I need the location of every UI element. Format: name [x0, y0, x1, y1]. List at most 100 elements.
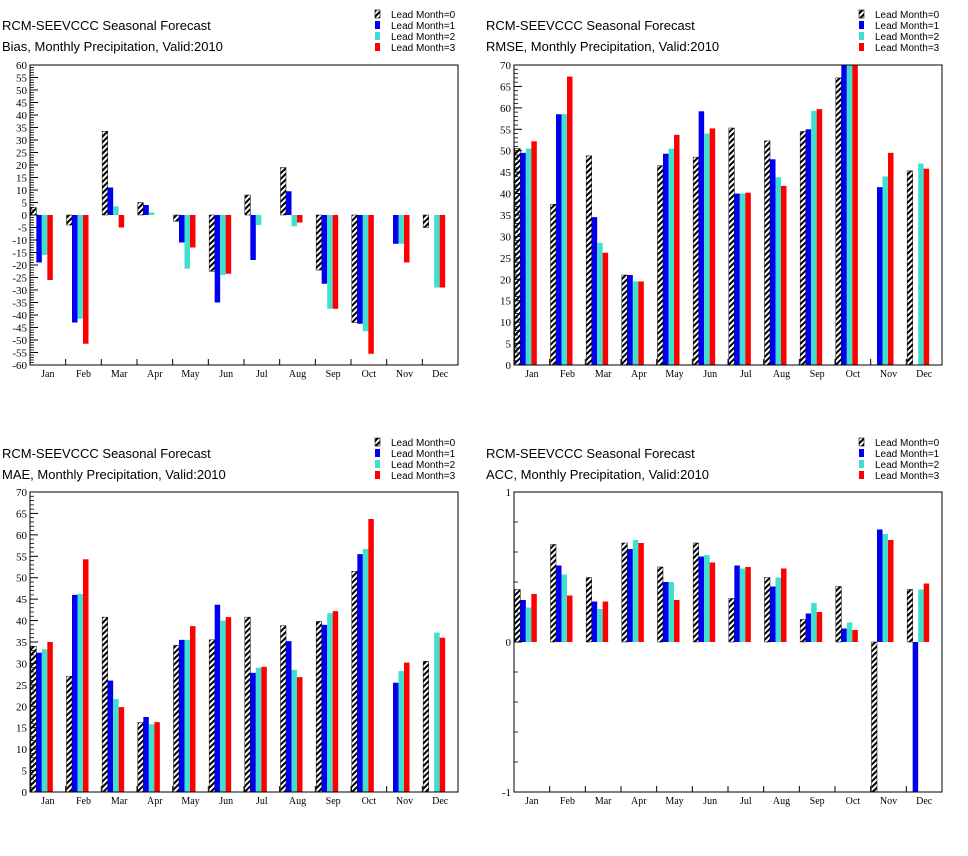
- legend-swatch-lead-1: [375, 21, 380, 29]
- bar-apr-lead-3: [638, 281, 644, 365]
- y-tick-label: -20: [12, 260, 27, 272]
- x-tick-label-apr: Apr: [631, 369, 647, 380]
- x-tick-label-feb: Feb: [76, 369, 91, 380]
- bar-sep-lead-1: [321, 624, 328, 792]
- bar-sep-lead-3: [816, 109, 823, 366]
- x-tick-label-apr: Apr: [631, 796, 647, 807]
- y-tick-label: 20: [16, 701, 28, 713]
- bar-oct-lead-0: [835, 77, 842, 366]
- x-tick-label-oct: Oct: [846, 369, 861, 380]
- x-tick-label-nov: Nov: [880, 369, 897, 380]
- x-tick-label-aug: Aug: [773, 369, 790, 380]
- y-tick-label: -40: [12, 310, 27, 322]
- bar-jul-lead-1: [250, 215, 256, 260]
- bar-jul-lead-1: [734, 193, 740, 365]
- bar-oct-lead-0: [351, 214, 358, 323]
- y-tick-label: 50: [16, 573, 28, 585]
- x-tick-label-may: May: [665, 369, 683, 380]
- y-tick-label: 35: [16, 637, 28, 649]
- bar-aug-lead-0: [764, 140, 771, 366]
- bar-apr-lead-0: [621, 542, 628, 643]
- x-tick-label-jan: Jan: [525, 369, 538, 380]
- bar-mar-lead-2: [597, 242, 603, 365]
- bar-jul-lead-2: [255, 215, 262, 225]
- bar-dec-lead-3: [439, 215, 446, 288]
- legend-label-lead-3: Lead Month=3: [875, 471, 940, 482]
- bars: [30, 519, 446, 793]
- bar-apr-lead-3: [154, 722, 160, 792]
- x-tick-label-jan: Jan: [41, 369, 54, 380]
- y-tick-label: 70: [16, 487, 28, 499]
- bar-sep-lead-0: [799, 619, 806, 643]
- bar-apr-lead-2: [148, 724, 155, 792]
- bar-may-lead-0: [173, 645, 180, 793]
- bar-aug-lead-2: [291, 215, 297, 227]
- x-tick-label-mar: Mar: [111, 796, 128, 807]
- bar-mar-lead-1: [107, 187, 114, 215]
- bar-jun-lead-0: [692, 156, 699, 366]
- y-tick-label: 10: [16, 744, 28, 756]
- bar-jan-lead-3: [531, 141, 537, 365]
- x-tick-label-sep: Sep: [326, 796, 341, 807]
- bar-jul-lead-0: [244, 616, 251, 793]
- y-tick-label: -15: [12, 248, 27, 260]
- y-tick-label: -55: [12, 348, 27, 360]
- bar-feb-lead-1: [72, 594, 78, 792]
- x-tick-label-dec: Dec: [432, 369, 449, 380]
- bar-mar-lead-1: [591, 217, 598, 365]
- bar-dec-lead-1: [912, 642, 919, 792]
- bar-jun-lead-1: [698, 111, 705, 366]
- bar-apr-lead-0: [137, 202, 144, 216]
- y-tick-label: -10: [12, 235, 27, 247]
- bar-feb-lead-3: [567, 595, 573, 642]
- bar-oct-lead-3: [852, 630, 858, 642]
- y-tick-label: 65: [500, 81, 512, 93]
- x-tick-label-may: May: [665, 796, 683, 807]
- y-tick-label: 0: [506, 360, 512, 372]
- y-tick-label: -35: [12, 298, 27, 310]
- x-tick-label-oct: Oct: [362, 369, 377, 380]
- bar-aug-lead-3: [297, 215, 303, 223]
- legend-swatch-lead-3: [859, 43, 864, 51]
- y-tick-label: -30: [12, 285, 27, 297]
- bar-aug-lead-1: [286, 191, 292, 215]
- bar-jun-lead-1: [698, 556, 705, 642]
- bar-dec-lead-0: [906, 589, 913, 643]
- y-tick-label: 40: [16, 616, 28, 628]
- x-tick-label-aug: Aug: [289, 796, 306, 807]
- bar-jan-lead-0: [30, 207, 37, 216]
- bar-nov-lead-2: [882, 176, 888, 365]
- y-tick-label: 40: [16, 110, 28, 122]
- bar-may-lead-2: [668, 582, 674, 642]
- bar-may-lead-1: [663, 153, 669, 365]
- x-tick-label-feb: Feb: [560, 796, 575, 807]
- bar-aug-lead-1: [770, 586, 776, 642]
- legend-swatch-lead-0: [858, 437, 865, 447]
- legend-label-lead-0: Lead Month=0: [391, 10, 456, 21]
- bar-jun-lead-1: [214, 604, 221, 792]
- chart-title: RCM-SEEVCCC Seasonal Forecast: [2, 18, 211, 33]
- bar-aug-lead-0: [280, 167, 287, 216]
- bar-sep-lead-3: [332, 611, 339, 792]
- y-tick-label: 55: [16, 551, 28, 563]
- y-tick-label: 60: [16, 60, 28, 72]
- bar-jan-lead-2: [525, 148, 532, 365]
- bar-oct-lead-3: [852, 65, 858, 365]
- bar-jul-lead-1: [250, 672, 256, 792]
- x-tick-label-may: May: [181, 369, 199, 380]
- legend-label-lead-2: Lead Month=2: [875, 460, 940, 471]
- bar-sep-lead-2: [811, 603, 817, 642]
- chart-panel-2: RCM-SEEVCCC Seasonal Forecast RMSE, Month…: [486, 9, 943, 380]
- bar-sep-lead-3: [816, 612, 823, 642]
- y-tick-label: 30: [16, 135, 28, 147]
- x-tick-label-apr: Apr: [147, 369, 163, 380]
- bar-jun-lead-1: [214, 215, 221, 303]
- bar-jun-lead-3: [709, 562, 716, 642]
- y-tick-label: 30: [16, 658, 28, 670]
- bar-apr-lead-2: [632, 540, 639, 642]
- bar-jun-lead-3: [709, 128, 716, 365]
- bar-feb-lead-2: [561, 574, 567, 642]
- x-tick-label-aug: Aug: [773, 796, 790, 807]
- legend-label-lead-0: Lead Month=0: [875, 10, 940, 21]
